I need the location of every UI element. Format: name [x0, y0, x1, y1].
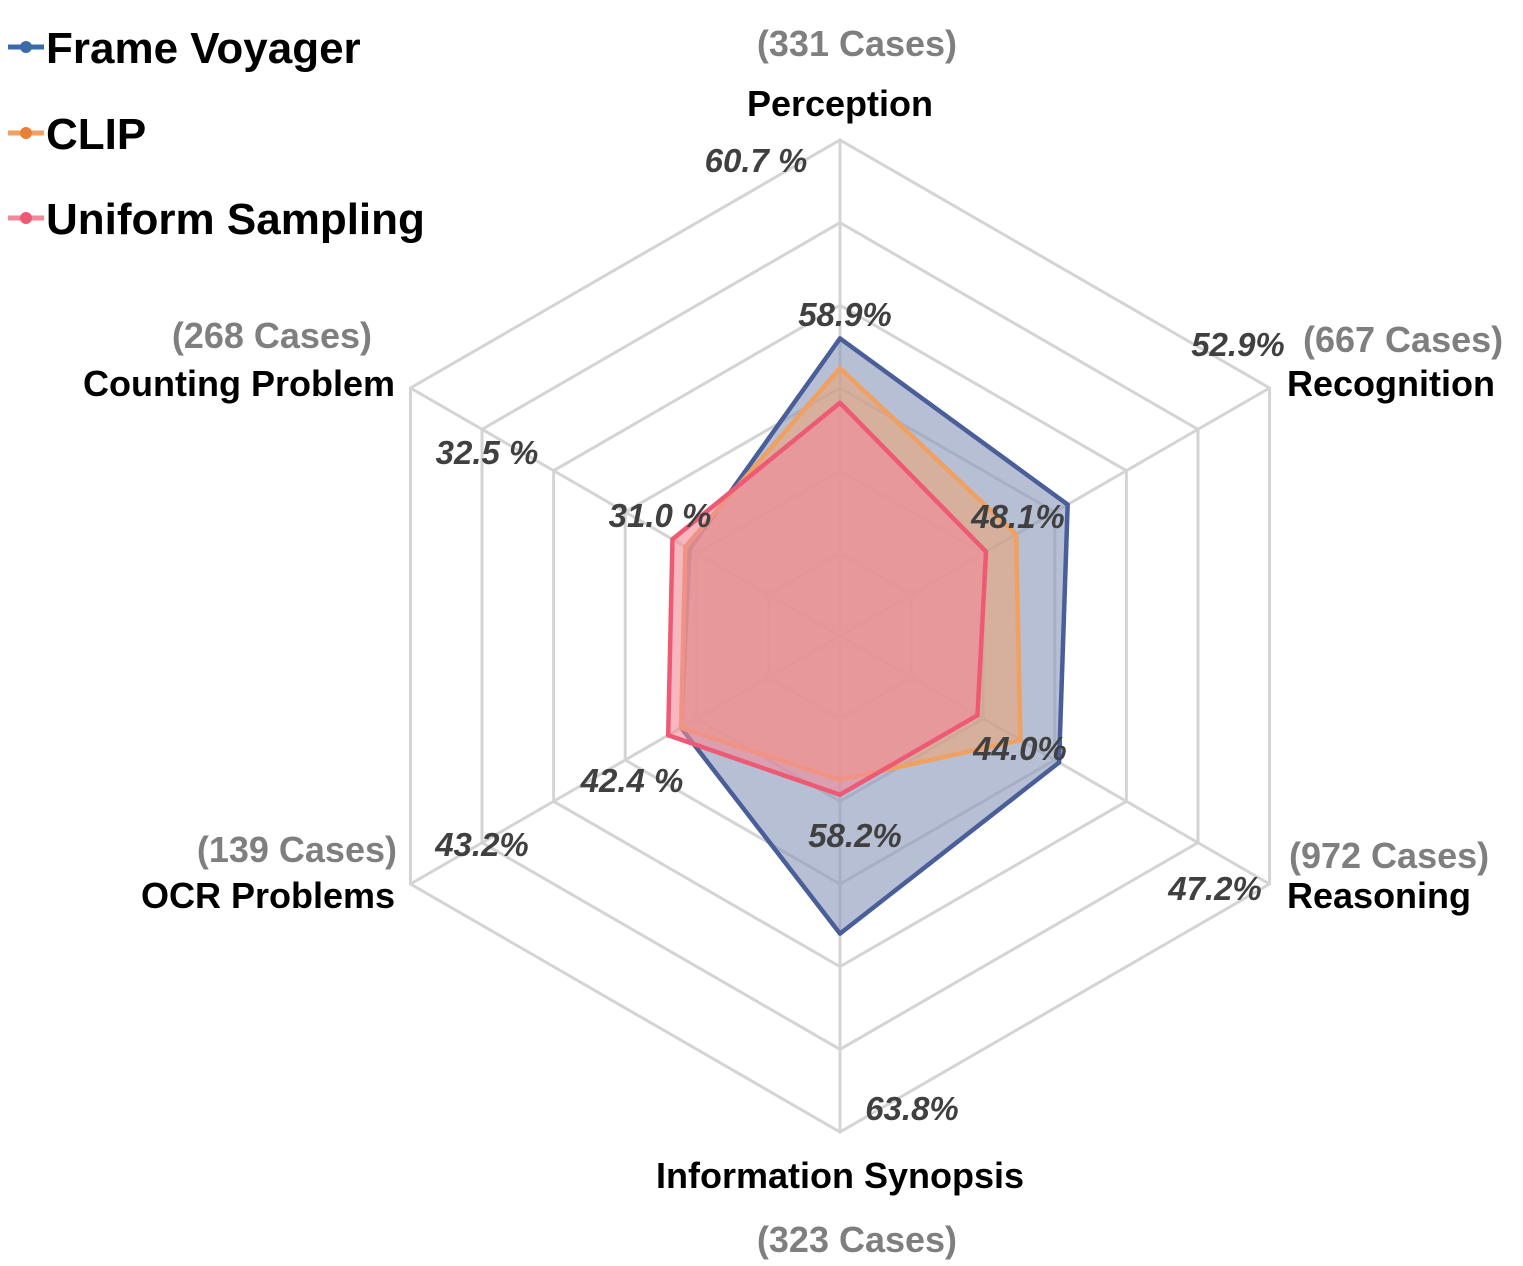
value-label-ocr-outer: 43.2%	[434, 826, 529, 863]
value-label-recognition-outer: 52.9%	[1191, 326, 1285, 363]
value-label-synopsis-outer: 63.8%	[865, 1090, 959, 1127]
data-point-clip-1	[1014, 532, 1019, 537]
axis-label-ocr-problems: OCR Problems	[141, 875, 395, 916]
axis-label-counting-problem: Counting Problem	[83, 363, 395, 404]
data-point-uniform-sampling-1	[984, 549, 989, 554]
legend-label-frame-voyager: Frame Voyager	[46, 24, 361, 73]
data-point-uniform-sampling-4	[666, 733, 671, 738]
axis-label-information-synopsis: Information Synopsis	[656, 1155, 1024, 1196]
value-label-recognition-inner: 48.1%	[970, 498, 1065, 535]
data-point-frame-voyager-3	[838, 931, 842, 936]
legend-swatch-dot-frame-voyager	[20, 41, 32, 53]
value-label-counting-inner: 31.0 %	[609, 497, 712, 534]
case-count-counting-problem: (268 Cases)	[172, 315, 372, 356]
data-point-uniform-sampling-3	[838, 792, 842, 797]
value-label-perception-outer: 60.7 %	[705, 142, 808, 179]
case-count-ocr-problems: (139 Cases)	[197, 829, 397, 870]
value-label-reasoning-outer: 47.2%	[1167, 870, 1262, 907]
case-count-perception: (331 Cases)	[757, 23, 957, 64]
legend-label-uniform-sampling: Uniform Sampling	[46, 195, 425, 244]
case-count-recognition: (667 Cases)	[1303, 319, 1503, 360]
legend-swatch-dot-uniform-sampling	[20, 212, 32, 224]
radar-series-group	[665, 336, 1070, 936]
value-label-reasoning-inner: 44.0%	[972, 730, 1067, 767]
legend: Frame Voyager CLIP Uniform Sampling	[8, 24, 425, 244]
legend-label-clip: CLIP	[46, 110, 146, 159]
data-point-frame-voyager-0	[838, 336, 842, 341]
data-point-clip-2	[1018, 738, 1023, 743]
case-count-information-synopsis: (323 Cases)	[757, 1219, 957, 1260]
axis-label-perception: Perception	[747, 83, 933, 124]
data-point-uniform-sampling-0	[838, 400, 842, 405]
data-point-clip-0	[838, 366, 842, 371]
data-point-frame-voyager-2	[1057, 760, 1062, 765]
value-label-synopsis-inner: 58.2%	[808, 817, 902, 854]
data-point-uniform-sampling-5	[670, 537, 675, 542]
case-count-reasoning: (972 Cases)	[1289, 835, 1489, 876]
value-label-perception-inner: 58.9%	[798, 296, 892, 333]
data-point-frame-voyager-1	[1065, 502, 1070, 507]
data-point-uniform-sampling-2	[975, 713, 980, 718]
axis-label-recognition: Recognition	[1287, 363, 1495, 404]
axis-label-reasoning: Reasoning	[1287, 875, 1471, 916]
value-label-ocr-inner: 42.4 %	[580, 762, 684, 799]
legend-item-uniform-sampling: Uniform Sampling	[8, 195, 425, 244]
legend-item-frame-voyager: Frame Voyager	[8, 24, 361, 73]
legend-swatch-dot-clip	[20, 127, 32, 139]
value-label-counting-outer: 32.5 %	[436, 434, 539, 471]
legend-item-clip: CLIP	[8, 110, 146, 159]
